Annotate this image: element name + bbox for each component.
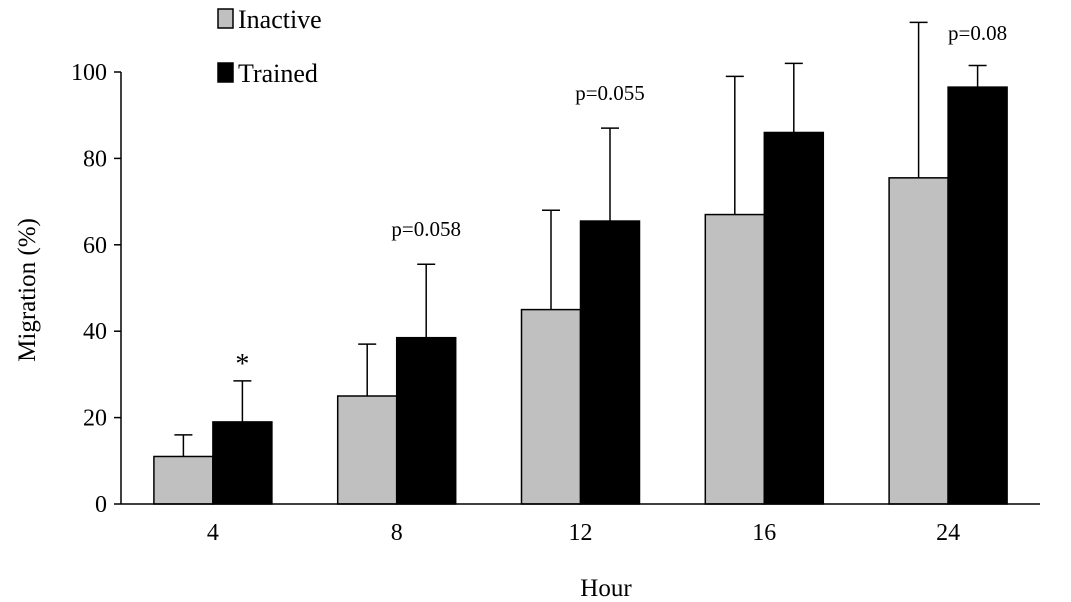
x-tick-label: 24 — [936, 520, 960, 546]
y-tick-label: 100 — [71, 60, 107, 86]
p-value-annotation: p=0.058 — [391, 217, 461, 241]
bar-trained — [212, 421, 273, 505]
legend: Inactive Trained — [217, 5, 322, 88]
y-tick-label: 60 — [83, 233, 107, 259]
x-axis-title: Hour — [580, 575, 632, 602]
y-tick-label: 0 — [95, 492, 107, 518]
legend-label-inactive: Inactive — [238, 5, 322, 34]
y-axis-title: Migration (%) — [14, 218, 41, 362]
x-tick-label: 4 — [207, 520, 219, 546]
legend-swatch-trained — [217, 62, 234, 83]
x-tick-label: 8 — [391, 520, 403, 546]
legend-label-trained: Trained — [238, 59, 318, 88]
bar-inactive — [153, 455, 214, 505]
y-tick-label: 40 — [83, 319, 107, 345]
bar-trained — [763, 131, 825, 505]
y-tick-label: 20 — [83, 406, 107, 432]
bar-trained — [579, 220, 641, 505]
legend-swatch-inactive — [217, 8, 234, 29]
p-value-annotation: p=0.08 — [948, 21, 1007, 45]
y-tick-label: 80 — [83, 146, 107, 172]
x-tick-label: 12 — [569, 520, 593, 546]
significance-marker: * — [235, 349, 249, 380]
x-tick-label: 16 — [752, 520, 776, 546]
bar-inactive — [520, 308, 582, 505]
p-value-annotation: p=0.055 — [575, 81, 645, 105]
bar-inactive — [888, 177, 949, 505]
bar-inactive — [336, 395, 398, 505]
bar-inactive — [704, 213, 766, 505]
bar-trained — [947, 86, 1008, 505]
bar-trained — [395, 336, 457, 505]
plot-area: 0 20 40 60 80 100 4 8 12 16 24 * p=0.058 p=0.055 p=0.0… — [71, 21, 1040, 546]
